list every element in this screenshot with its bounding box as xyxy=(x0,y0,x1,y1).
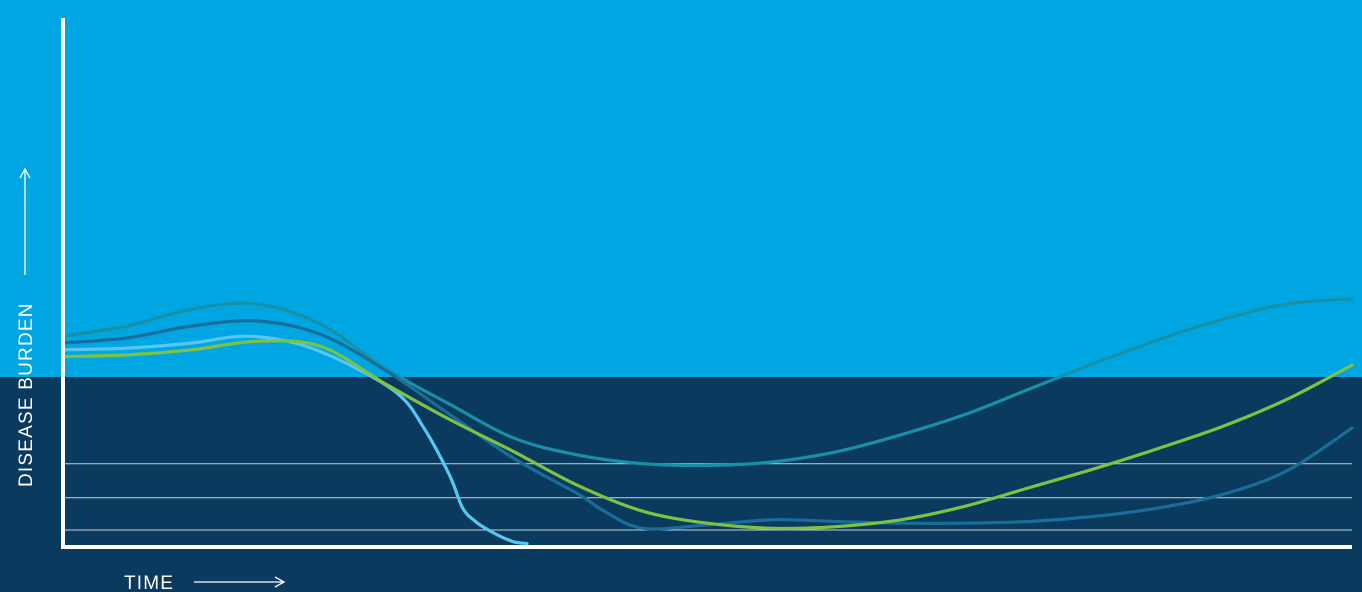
series-line-4 xyxy=(61,339,1354,531)
reference-lines xyxy=(63,463,1352,531)
x-axis-label: TIME xyxy=(124,573,174,592)
y-axis-arrow-icon xyxy=(19,167,31,275)
series-line-2 xyxy=(61,319,1354,531)
x-axis-arrow-icon xyxy=(194,576,286,588)
series-line-3 xyxy=(61,334,529,546)
y-axis-title: DISEASE BURDEN xyxy=(16,167,37,487)
series-line-1 xyxy=(61,297,1354,468)
series-lines xyxy=(61,297,1354,546)
y-axis-label: DISEASE BURDEN xyxy=(16,302,37,487)
x-axis-title: TIME xyxy=(124,573,286,592)
upper-background-band xyxy=(0,0,1362,377)
